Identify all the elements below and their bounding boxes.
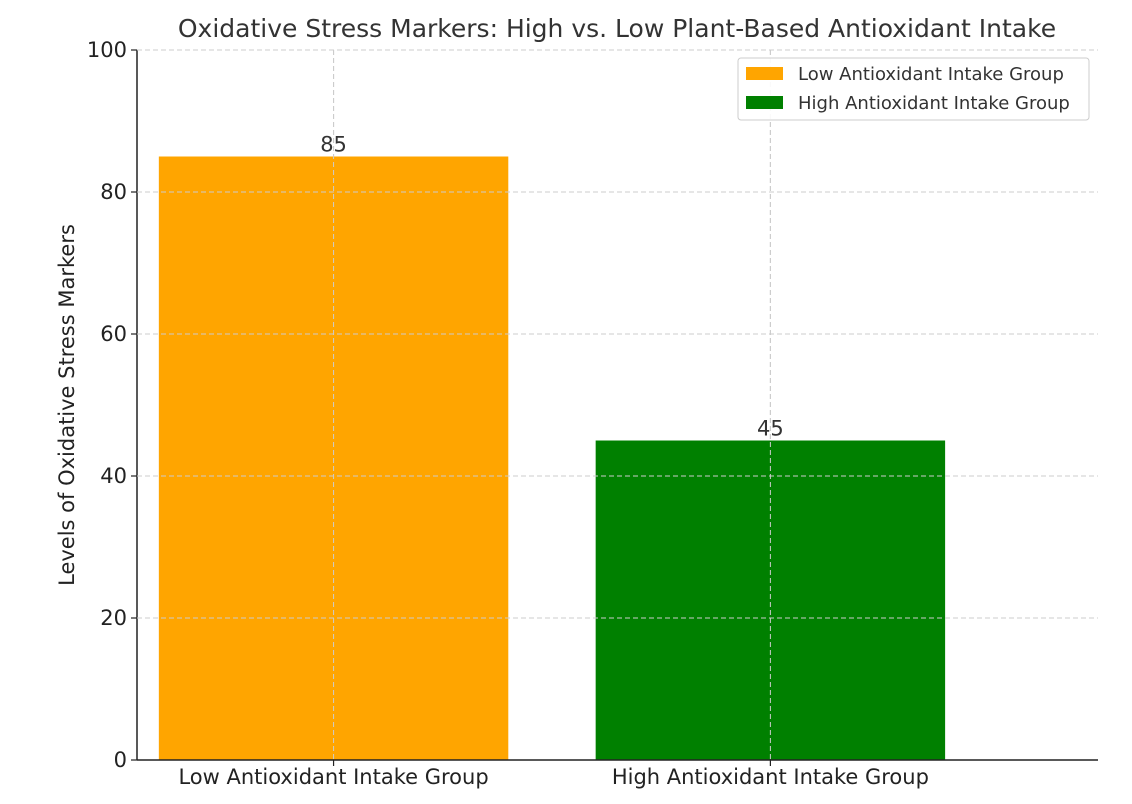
legend-swatch [746, 96, 783, 109]
y-tick-label: 40 [100, 464, 127, 488]
x-axis-ticks: Low Antioxidant Intake Group High Antioxi… [178, 760, 929, 789]
bar [595, 440, 946, 760]
y-axis-label: Levels of Oxidative Stress Markers [55, 224, 79, 586]
bars [158, 156, 946, 760]
legend: Low Antioxidant Intake Group High Antioxi… [737, 57, 1090, 121]
y-tick-label: 60 [100, 322, 127, 346]
y-tick-label: 0 [114, 748, 127, 772]
legend-box [737, 57, 1090, 121]
x-tick-label: Low Antioxidant Intake Group [178, 765, 488, 789]
x-tick-label: High Antioxidant Intake Group [612, 765, 929, 789]
legend-label: High Antioxidant Intake Group [798, 93, 1070, 114]
y-axis-ticks: 0 20 40 60 80 100 [87, 38, 137, 772]
chart-title: Oxidative Stress Markers: High vs. Low P… [178, 14, 1056, 43]
bar-value-label: 85 [320, 133, 347, 157]
legend-swatch [746, 67, 783, 80]
y-tick-label: 100 [87, 38, 127, 62]
y-tick-label: 20 [100, 606, 127, 630]
y-tick-label: 80 [100, 180, 127, 204]
legend-label: Low Antioxidant Intake Group [798, 64, 1064, 85]
